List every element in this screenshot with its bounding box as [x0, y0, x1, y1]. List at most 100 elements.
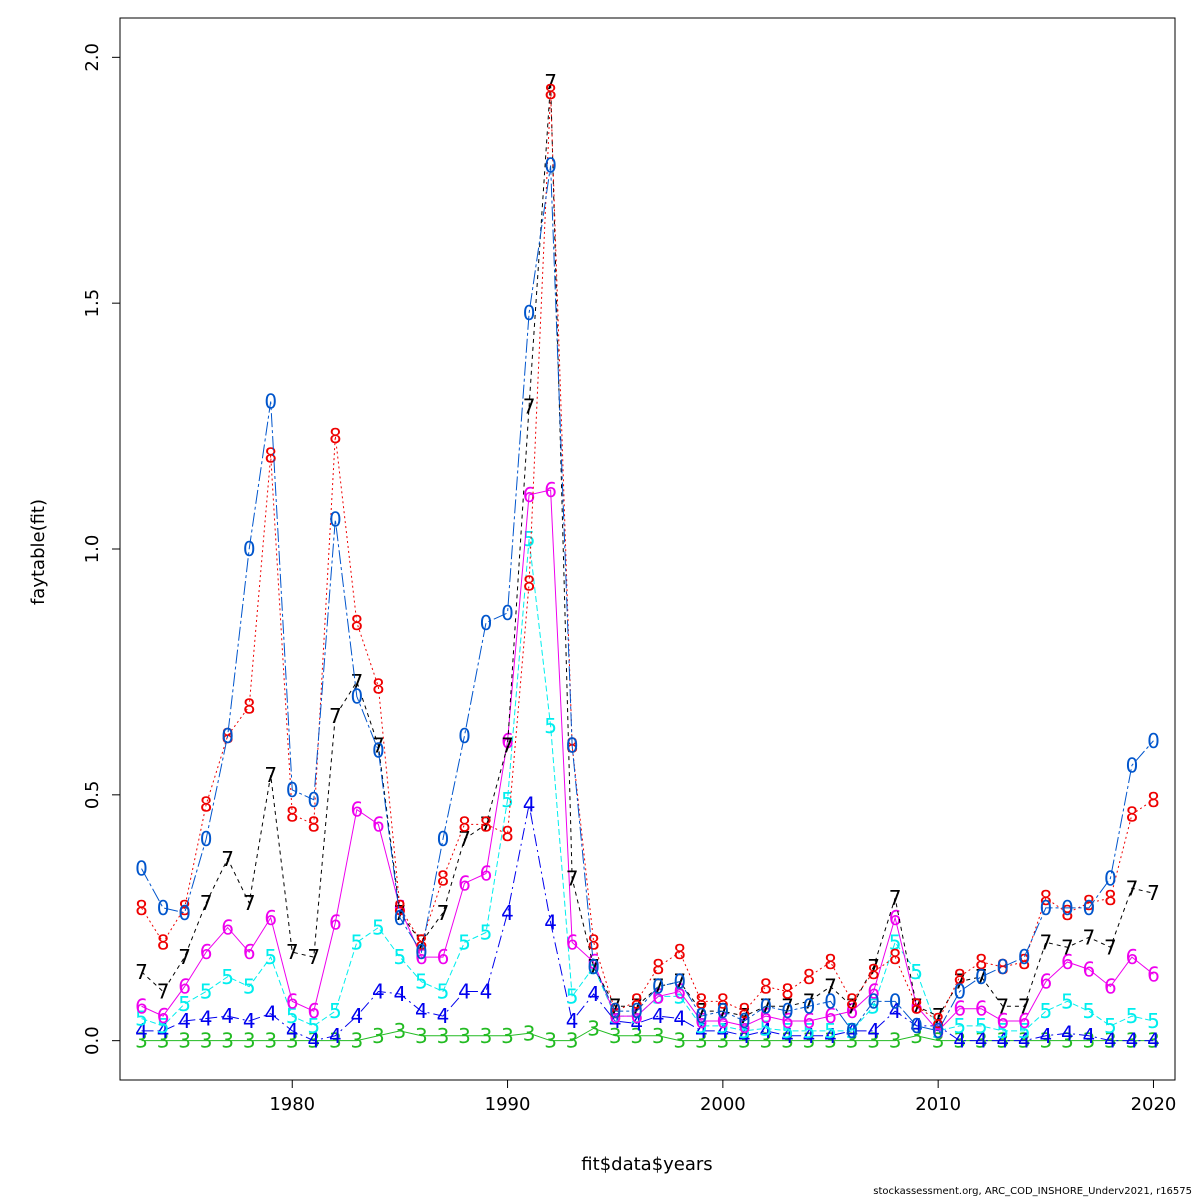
point-label: 6: [566, 930, 579, 954]
series-line-0: [141, 165, 1154, 1032]
point-label: 4: [544, 911, 557, 935]
y-tick-label: 0.0: [82, 1026, 103, 1055]
point-label: 7: [695, 999, 708, 1023]
point-label: 5: [135, 1007, 148, 1031]
point-label: 0: [1104, 866, 1117, 890]
point-label: 0: [716, 999, 729, 1023]
point-label: 0: [760, 994, 773, 1018]
point-label: 6: [846, 999, 859, 1023]
point-label: 8: [673, 940, 686, 964]
point-label: 3: [243, 1029, 256, 1053]
point-label: 5: [458, 930, 471, 954]
point-label: 6: [975, 997, 988, 1021]
point-label: 4: [437, 1004, 450, 1028]
point-label: 5: [760, 1016, 773, 1040]
point-label: 8: [135, 896, 148, 920]
point-label: 5: [243, 975, 256, 999]
point-label: 6: [329, 911, 342, 935]
point-label: 0: [329, 508, 342, 532]
point-label: 8: [243, 694, 256, 718]
point-label: 4: [458, 980, 471, 1004]
point-label: 4: [695, 1019, 708, 1043]
point-label: 4: [803, 1024, 816, 1048]
point-label: 4: [673, 1007, 686, 1031]
point-label: 4: [1083, 1024, 1096, 1048]
point-label: 4: [996, 1029, 1009, 1053]
point-label: 3: [135, 1029, 148, 1053]
point-label: 7: [953, 970, 966, 994]
point-label: 0: [135, 857, 148, 881]
point-label: 4: [867, 1019, 880, 1043]
point-label: 8: [307, 812, 320, 836]
point-label: 7: [135, 960, 148, 984]
point-label: 5: [350, 930, 363, 954]
point-label: 7: [738, 1004, 751, 1028]
point-label: 7: [910, 994, 923, 1018]
point-label: 4: [652, 1004, 665, 1028]
point-label: 4: [350, 1004, 363, 1028]
point-label: 5: [673, 984, 686, 1008]
point-label: 5: [889, 930, 902, 954]
point-label: 3: [566, 1029, 579, 1053]
point-label: 0: [350, 685, 363, 709]
point-label: 8: [437, 866, 450, 890]
point-label: 6: [307, 999, 320, 1023]
point-label: 3: [286, 1029, 299, 1053]
point-label: 6: [1083, 957, 1096, 981]
point-label: 0: [630, 999, 643, 1023]
point-label: 6: [243, 940, 256, 964]
point-label: 5: [975, 1014, 988, 1038]
plot-frame: [119, 17, 1176, 1081]
point-label: 5: [221, 965, 234, 989]
point-label: 0: [415, 940, 428, 964]
point-label: 0: [1039, 896, 1052, 920]
point-label: 6: [157, 1004, 170, 1028]
point-label: 3: [716, 1029, 729, 1053]
point-label: 7: [1061, 935, 1074, 959]
point-label: 7: [243, 891, 256, 915]
point-label: 6: [394, 896, 407, 920]
point-label: 3: [889, 1029, 902, 1053]
point-label: 5: [566, 984, 579, 1008]
point-label: 8: [652, 955, 665, 979]
point-label: 4: [200, 1007, 213, 1031]
point-label: 8: [716, 989, 729, 1013]
point-label: 4: [221, 1004, 234, 1028]
point-label: 4: [1061, 1021, 1074, 1045]
y-tick-label: 1.0: [82, 535, 103, 564]
point-label: 8: [523, 571, 536, 595]
point-label: 0: [1061, 896, 1074, 920]
point-label: 7: [630, 994, 643, 1018]
point-label: 7: [1126, 876, 1139, 900]
point-label: 5: [264, 945, 277, 969]
point-label: 3: [394, 1019, 407, 1043]
point-label: 7: [329, 704, 342, 728]
point-label: 0: [824, 989, 837, 1013]
point-label: 3: [932, 1029, 945, 1053]
point-label: 3: [630, 1024, 643, 1048]
point-label: 6: [1039, 970, 1052, 994]
x-tick-label: 2000: [700, 1094, 746, 1115]
point-label: 3: [1039, 1029, 1052, 1053]
point-label: 8: [501, 822, 514, 846]
point-label: 6: [760, 1004, 773, 1028]
point-label: 7: [932, 1004, 945, 1028]
point-label: 4: [307, 1029, 320, 1053]
point-label: 8: [587, 930, 600, 954]
point-label: 0: [652, 975, 665, 999]
point-label: 3: [480, 1024, 493, 1048]
y-axis-label: faytable(fit): [28, 499, 49, 605]
point-label: 5: [1147, 1009, 1160, 1033]
point-label: 5: [286, 1004, 299, 1028]
point-label: 5: [803, 1019, 816, 1043]
point-label: 8: [1039, 886, 1052, 910]
point-label: 3: [264, 1029, 277, 1053]
point-label: 7: [1147, 881, 1160, 905]
point-label: 3: [652, 1024, 665, 1048]
point-label: 4: [889, 999, 902, 1023]
point-label: 0: [846, 1019, 859, 1043]
